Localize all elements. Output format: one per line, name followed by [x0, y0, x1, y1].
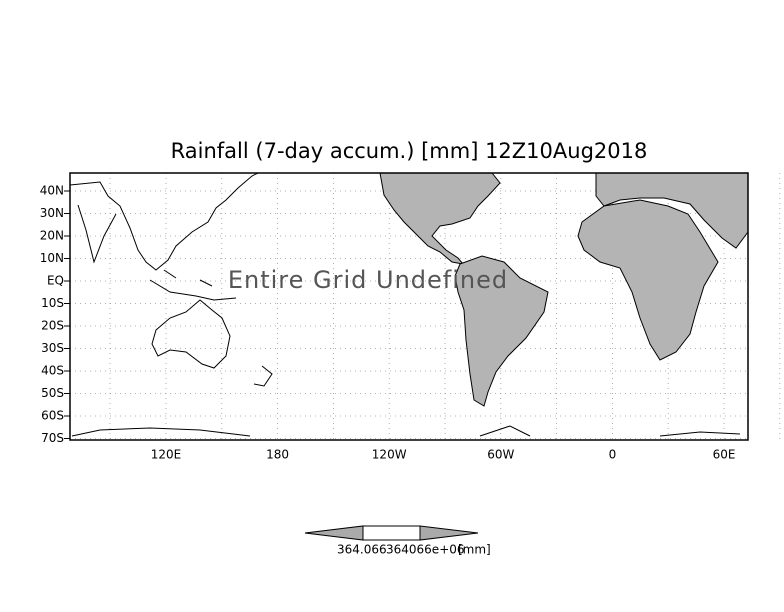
colorbar-label: 364066e+06	[386, 543, 465, 557]
lat-label: EQ	[47, 274, 64, 288]
indonesia-coast	[149, 269, 237, 301]
lon-label: 60E	[713, 448, 736, 462]
lon-label: 60W	[487, 448, 514, 462]
lon-label: 0	[609, 448, 617, 462]
lat-label: 30S	[41, 341, 64, 355]
colorbar-label: 364.066	[337, 543, 387, 557]
lon-label: 120E	[151, 448, 182, 462]
map-frame	[69, 172, 749, 441]
africa	[577, 199, 719, 361]
lat-label: 60S	[41, 409, 64, 423]
lat-label: 40N	[40, 184, 64, 198]
lat-label: 40S	[41, 364, 64, 378]
lat-label: 20N	[40, 229, 64, 243]
north-america	[379, 172, 501, 265]
india-coast	[77, 204, 117, 264]
undefined-message: Entire Grid Undefined	[228, 266, 508, 294]
lon-label: 120W	[372, 448, 407, 462]
asia-coast	[69, 172, 259, 271]
lat-label: 50S	[41, 386, 64, 400]
lat-label: 30N	[40, 206, 64, 220]
colorbar-high-arrow	[419, 525, 479, 541]
colorbar-unit: [mm]	[458, 543, 491, 557]
new-zealand	[253, 365, 273, 387]
title: Rainfall (7-day accum.) [mm] 12Z10Aug201…	[171, 139, 648, 163]
australia	[151, 299, 231, 369]
colorbar-box	[362, 525, 421, 541]
lat-label: 70S	[41, 431, 64, 445]
antarctica-coast	[71, 425, 741, 437]
map: Entire Grid Undefined	[69, 172, 781, 441]
lat-label: 10S	[41, 296, 64, 310]
south-america	[454, 255, 549, 407]
axis-labels: 40N 30N 20N 10N EQ 10S 20S 30S 40S 50S 60S 70S 120E 1…	[40, 184, 736, 462]
lon-label: 180	[266, 448, 289, 462]
lat-label: 20S	[41, 319, 64, 333]
colorbar: 364.066 364066e+06 [mm]	[304, 525, 491, 557]
colorbar-low-arrow	[304, 525, 364, 541]
lat-label: 10N	[40, 251, 64, 265]
